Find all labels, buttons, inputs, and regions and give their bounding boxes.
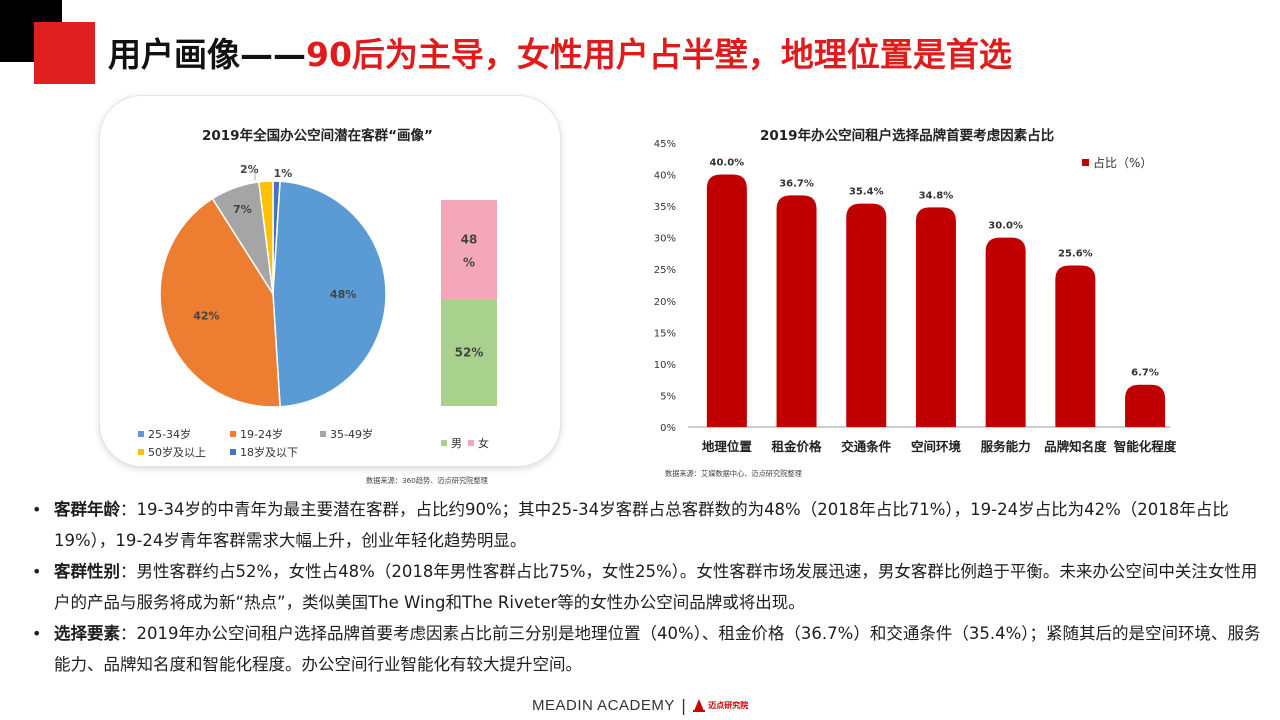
x-tick-label: 地理位置 xyxy=(702,439,753,454)
pie-legend-label: 50岁及以上 xyxy=(148,446,206,459)
bullet-dot: • xyxy=(32,500,42,519)
y-tick-label: 40% xyxy=(654,171,676,182)
pie-legend-item: 19-24岁 xyxy=(230,426,283,442)
page-title-black: 用户画像—— xyxy=(108,35,306,74)
insight-item-factors: • 选择要素：2019年办公空间租户选择品牌首要考虑因素占比前三分别是地理位置（4… xyxy=(32,618,1262,680)
gender-legend-item: 男 xyxy=(441,435,462,451)
footer-logo-text: 迈点研究院 xyxy=(708,700,749,710)
insight-item-gender: • 客群性别：男性客群约占52%，女性占48%（2018年男性客群占比75%，女性… xyxy=(32,556,1262,618)
right-chart-source: 数据来源：艾媒数据中心、迈点研究院整理 xyxy=(665,469,802,478)
pie-legend-item: 35-49岁 xyxy=(320,426,373,442)
insight-list: • 客群年龄：19-34岁的中青年为最主要潜在客群，占比约90%；其中25-34岁… xyxy=(32,494,1262,680)
pie-data-label: 42% xyxy=(193,310,219,323)
footer-brand-name: MEADIN ACADEMY xyxy=(532,696,675,714)
insight-item-age: • 客群年龄：19-34岁的中青年为最主要潜在客群，占比约90%；其中25-34岁… xyxy=(32,494,1262,556)
insight-text: ：男性客群约占52%，女性占48%（2018年男性客群占比75%，女性25%）。… xyxy=(54,562,1258,612)
insight-text: ：19-34岁的中青年为最主要潜在客群，占比约90%；其中25-34岁客群占总客… xyxy=(54,500,1229,550)
bullet-dot: • xyxy=(32,562,42,581)
pie-legend-item: 25-34岁 xyxy=(138,426,191,442)
legend-swatch xyxy=(320,431,326,437)
y-tick-label: 30% xyxy=(654,234,676,245)
bar-data-label: 36.7% xyxy=(779,178,814,189)
x-tick-label: 交通条件 xyxy=(841,439,892,454)
pie-leader-line xyxy=(249,171,256,180)
bar xyxy=(915,207,956,427)
y-tick-label: 45% xyxy=(654,139,676,150)
legend-swatch xyxy=(230,449,236,455)
page-title: 用户画像——90后为主导，女性用户占半壁，地理位置是首选 xyxy=(108,30,1012,80)
bar-data-label: 30.0% xyxy=(988,221,1023,232)
y-tick-label: 5% xyxy=(660,391,676,402)
insight-heading: 客群性别 xyxy=(54,562,120,581)
pie-data-label: 1% xyxy=(274,167,293,180)
y-tick-label: 35% xyxy=(654,202,676,213)
bar xyxy=(985,237,1026,427)
gender-legend-label: 女 xyxy=(478,437,489,450)
bar-data-label: 35.4% xyxy=(849,187,884,198)
gender-legend-label: 男 xyxy=(451,437,462,450)
bar xyxy=(706,174,747,427)
legend-swatch xyxy=(441,440,447,446)
bar xyxy=(776,195,817,427)
y-tick-label: 20% xyxy=(654,297,676,308)
pie-legend-label: 19-24岁 xyxy=(240,428,283,441)
pie-slice xyxy=(258,180,274,295)
pie-legend-item: 50岁及以上 xyxy=(138,444,206,460)
gender-bar-segment xyxy=(441,200,497,299)
pie-slice xyxy=(272,180,387,408)
x-tick-label: 空间环境 xyxy=(911,439,962,454)
pie-legend-item: 18岁及以下 xyxy=(230,444,298,460)
insight-heading: 客群年龄 xyxy=(54,500,120,519)
pie-slice xyxy=(159,197,281,408)
bar-legend-label: 占比（%） xyxy=(1093,156,1153,170)
bar xyxy=(1055,265,1096,427)
bar-chart: 0% 5% 10% 15% 20% 25% 30% 35% 40% 45% 40.0% 地理位置 36.… xyxy=(654,139,1177,454)
pie-data-label: 7% xyxy=(233,203,252,216)
y-tick-label: 0% xyxy=(660,423,676,434)
insight-text: ：2019年办公空间租户选择品牌首要考虑因素占比前三分别是地理位置（40%）、租… xyxy=(54,624,1261,674)
legend-swatch xyxy=(468,440,474,446)
bar-legend-item: 占比（%） xyxy=(1082,154,1152,171)
gender-bar-segment xyxy=(441,298,497,406)
x-tick-label: 品牌知名度 xyxy=(1044,439,1107,454)
y-tick-label: 15% xyxy=(654,328,676,339)
legend-swatch xyxy=(138,431,144,437)
gender-bar-label: 48% xyxy=(461,232,478,269)
gender-legend-item: 女 xyxy=(468,435,489,451)
bar-chart-title: 2019年办公空间租户选择品牌首要考虑因素占比 xyxy=(760,128,1055,144)
meadin-logo-icon xyxy=(693,699,706,712)
pie-chart-title: 2019年全国办公空间潜在客群“画像” xyxy=(202,128,433,144)
pie-data-label: 48% xyxy=(330,288,356,301)
pie-legend-label: 18岁及以下 xyxy=(240,446,298,459)
x-tick-label: 服务能力 xyxy=(981,439,1031,454)
footer-separator: | xyxy=(680,695,687,715)
legend-swatch xyxy=(230,431,236,437)
bar-data-label: 40.0% xyxy=(709,158,744,169)
bar-data-label: 25.6% xyxy=(1058,248,1093,259)
footer-brand: MEADIN ACADEMY | 迈点研究院 xyxy=(532,694,748,716)
insight-heading: 选择要素 xyxy=(54,624,120,643)
pie-legend-label: 35-49岁 xyxy=(330,428,373,441)
legend-swatch xyxy=(1082,159,1089,166)
gender-bar-label: 52% xyxy=(455,345,484,359)
x-tick-label: 租金价格 xyxy=(772,439,823,454)
x-tick-label: 智能化程度 xyxy=(1113,439,1177,454)
bar xyxy=(846,203,887,427)
legend-swatch xyxy=(138,449,144,455)
pie-legend-label: 25-34岁 xyxy=(148,428,191,441)
pie-chart: 1% 48% 42% 7% 2% 52% 48% xyxy=(159,163,497,408)
corner-decoration-red xyxy=(34,22,95,84)
pie-data-label: 2% xyxy=(240,163,259,176)
y-tick-label: 25% xyxy=(654,265,676,276)
bar-data-label: 34.8% xyxy=(919,190,954,201)
bar-data-label: 6.7% xyxy=(1131,368,1159,379)
y-tick-label: 10% xyxy=(654,360,676,371)
bullet-dot: • xyxy=(32,624,42,643)
page-title-red: 90后为主导，女性用户占半壁，地理位置是首选 xyxy=(306,35,1012,74)
bar xyxy=(1125,384,1166,427)
left-chart-source: 数据来源：360趋势、迈点研究院整理 xyxy=(366,476,488,485)
